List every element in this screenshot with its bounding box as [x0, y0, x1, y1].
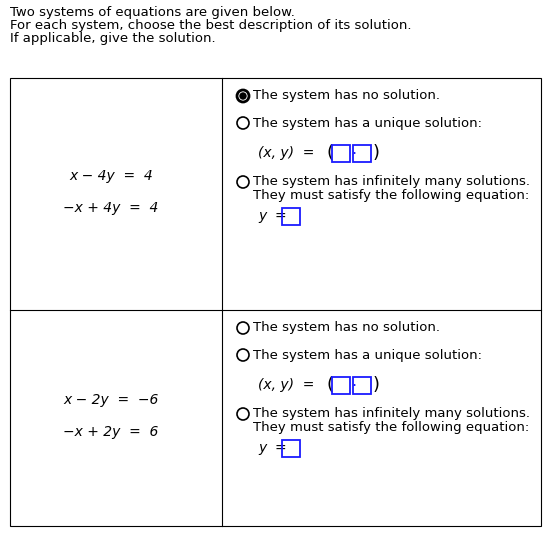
Circle shape — [239, 92, 247, 100]
Text: If applicable, give the solution.: If applicable, give the solution. — [10, 32, 215, 45]
Text: ·: · — [351, 378, 356, 393]
Text: y  =: y = — [258, 441, 287, 455]
Text: (: ( — [326, 376, 333, 394]
Text: The system has no solution.: The system has no solution. — [253, 321, 440, 334]
Text: ·: · — [351, 147, 356, 161]
Text: Two systems of equations are given below.: Two systems of equations are given below… — [10, 6, 295, 19]
Text: ): ) — [373, 376, 380, 394]
Text: The system has a unique solution:: The system has a unique solution: — [253, 117, 482, 129]
Text: The system has infinitely many solutions.: The system has infinitely many solutions… — [253, 176, 530, 189]
Text: (x, y)  =: (x, y) = — [258, 146, 315, 160]
Text: They must satisfy the following equation:: They must satisfy the following equation… — [253, 190, 530, 203]
Text: −x + 2y  =  6: −x + 2y = 6 — [63, 425, 159, 439]
Text: −x + 4y  =  4: −x + 4y = 4 — [63, 201, 159, 215]
Text: ): ) — [373, 144, 380, 162]
Text: The system has a unique solution:: The system has a unique solution: — [253, 349, 482, 362]
Text: (: ( — [326, 144, 333, 162]
Text: x − 2y  =  −6: x − 2y = −6 — [63, 393, 159, 407]
Text: y  =: y = — [258, 209, 287, 223]
Text: They must satisfy the following equation:: They must satisfy the following equation… — [253, 421, 530, 435]
Text: For each system, choose the best description of its solution.: For each system, choose the best descrip… — [10, 19, 412, 32]
Text: x − 4y  =  4: x − 4y = 4 — [69, 169, 153, 183]
Text: (x, y)  =: (x, y) = — [258, 378, 315, 392]
Text: The system has no solution.: The system has no solution. — [253, 89, 440, 103]
Text: The system has infinitely many solutions.: The system has infinitely many solutions… — [253, 407, 530, 421]
